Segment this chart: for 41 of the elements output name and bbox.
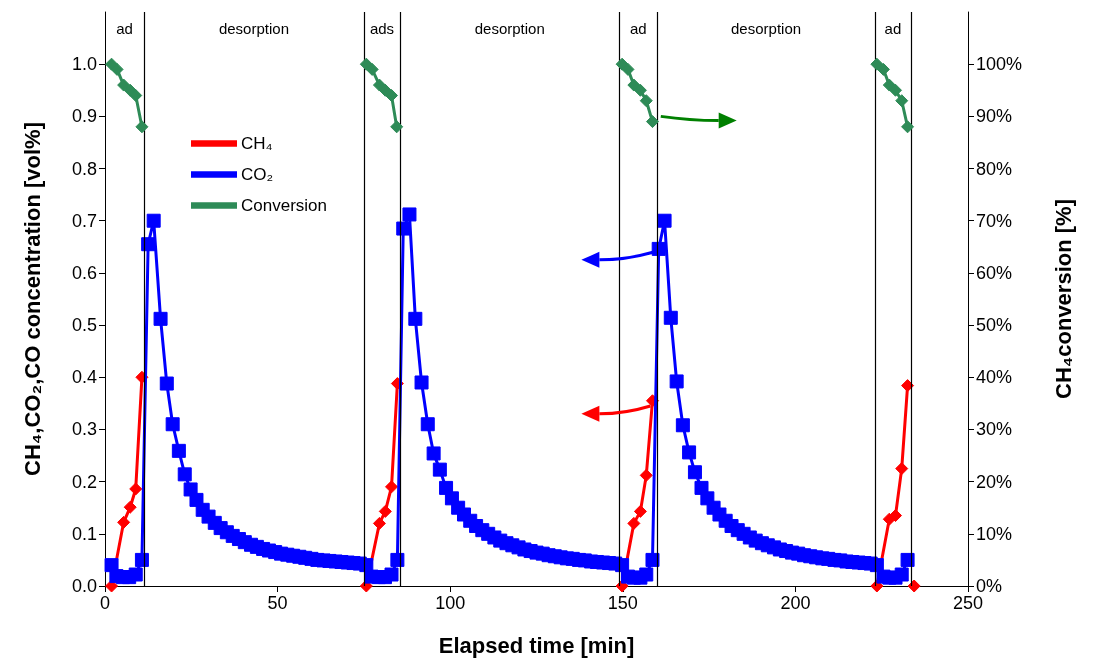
x-tick-label: 100 bbox=[435, 593, 466, 613]
x-tick-label: 250 bbox=[952, 593, 984, 613]
y2-tick-label: 80% bbox=[976, 158, 1013, 179]
y-tick-label: 0.2 bbox=[71, 471, 97, 492]
annotation: desorption bbox=[731, 19, 802, 37]
x-tick-label: 200 bbox=[780, 593, 811, 613]
y2-tick-label: 50% bbox=[976, 315, 1013, 336]
y-tick-label: 0.6 bbox=[71, 262, 97, 283]
annotation: ad bbox=[884, 19, 902, 37]
y2-tick-label: 40% bbox=[976, 367, 1013, 388]
y2-tick-label: 30% bbox=[976, 419, 1013, 440]
y2-tick-label: 10% bbox=[976, 523, 1013, 544]
annotation: ad bbox=[116, 19, 133, 37]
annotation: desorption bbox=[218, 19, 289, 37]
y2-tick-label: 20% bbox=[976, 471, 1013, 492]
y-tick-label: 0.4 bbox=[71, 367, 97, 388]
x-axis-title: Elapsed time [min] bbox=[438, 632, 635, 658]
y2-tick-label: 90% bbox=[976, 106, 1013, 127]
y2-tick-label: 0% bbox=[976, 576, 1003, 596]
y2-axis-title: CH₄conversion [%] bbox=[1050, 199, 1076, 399]
y-tick-label: 0.3 bbox=[71, 419, 97, 440]
legend-label: CO₂ bbox=[241, 165, 274, 184]
x-tick-label: 0 bbox=[99, 593, 111, 613]
y-axis-title: CH₄,CO₂,CO concentration [vol%] bbox=[19, 122, 45, 476]
x-tick-label: 50 bbox=[267, 593, 288, 613]
y-tick-label: 1.0 bbox=[71, 54, 97, 75]
annotation: desorption bbox=[474, 19, 545, 37]
legend-label: Conversion bbox=[241, 196, 327, 215]
y2-tick-label: 60% bbox=[976, 262, 1013, 283]
annotation: ad bbox=[629, 19, 647, 37]
y-tick-label: 0.9 bbox=[71, 106, 97, 127]
y-tick-label: 0.1 bbox=[71, 523, 97, 544]
y2-tick-label: 100% bbox=[976, 54, 1023, 75]
y-tick-label: 0.7 bbox=[71, 210, 97, 231]
x-tick-label: 150 bbox=[607, 593, 638, 613]
y-tick-label: 0.8 bbox=[71, 158, 97, 179]
annotation: ads bbox=[369, 19, 395, 37]
y-tick-label: 0.0 bbox=[71, 576, 97, 596]
y2-tick-label: 70% bbox=[976, 210, 1013, 231]
legend-label: CH₄ bbox=[241, 134, 273, 153]
y-tick-label: 0.5 bbox=[71, 315, 97, 336]
